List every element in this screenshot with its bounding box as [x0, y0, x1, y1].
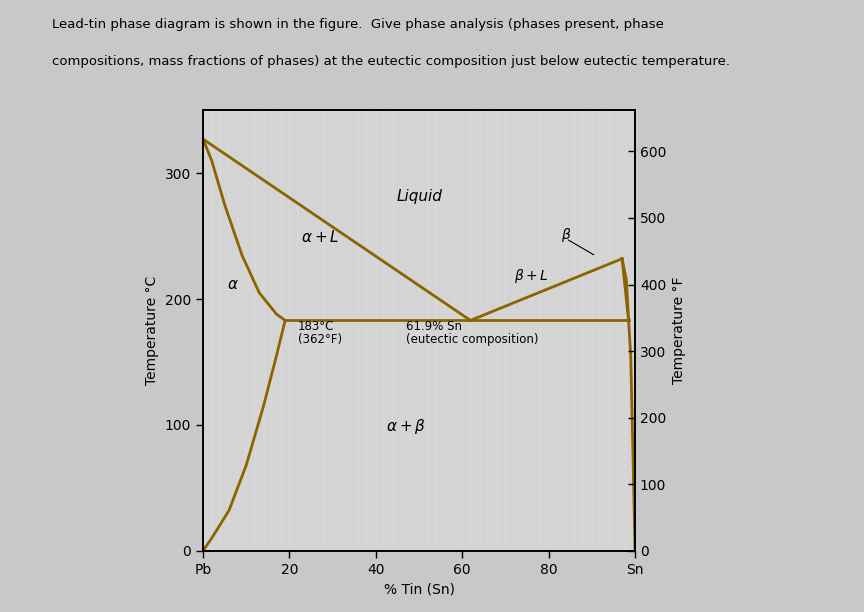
- X-axis label: % Tin (Sn): % Tin (Sn): [384, 582, 454, 596]
- Text: (eutectic composition): (eutectic composition): [406, 333, 538, 346]
- Text: $\beta + L$: $\beta + L$: [514, 267, 549, 285]
- Text: $\alpha$: $\alpha$: [227, 277, 239, 292]
- Text: (362°F): (362°F): [298, 333, 342, 346]
- Text: compositions, mass fractions of phases) at the eutectic composition just below e: compositions, mass fractions of phases) …: [52, 55, 730, 68]
- Text: Liquid: Liquid: [396, 189, 442, 204]
- Text: $\alpha + \beta$: $\alpha + \beta$: [386, 417, 426, 436]
- Text: $\beta$: $\beta$: [561, 226, 571, 244]
- Text: $\alpha + L$: $\alpha + L$: [301, 230, 339, 245]
- Y-axis label: Temperature °F: Temperature °F: [672, 277, 686, 384]
- Text: 183°C: 183°C: [298, 321, 334, 334]
- Text: 61.9% Sn: 61.9% Sn: [406, 321, 462, 334]
- Y-axis label: Temperature °C: Temperature °C: [145, 276, 159, 385]
- Text: Lead-tin phase diagram is shown in the figure.  Give phase analysis (phases pres: Lead-tin phase diagram is shown in the f…: [52, 18, 664, 31]
